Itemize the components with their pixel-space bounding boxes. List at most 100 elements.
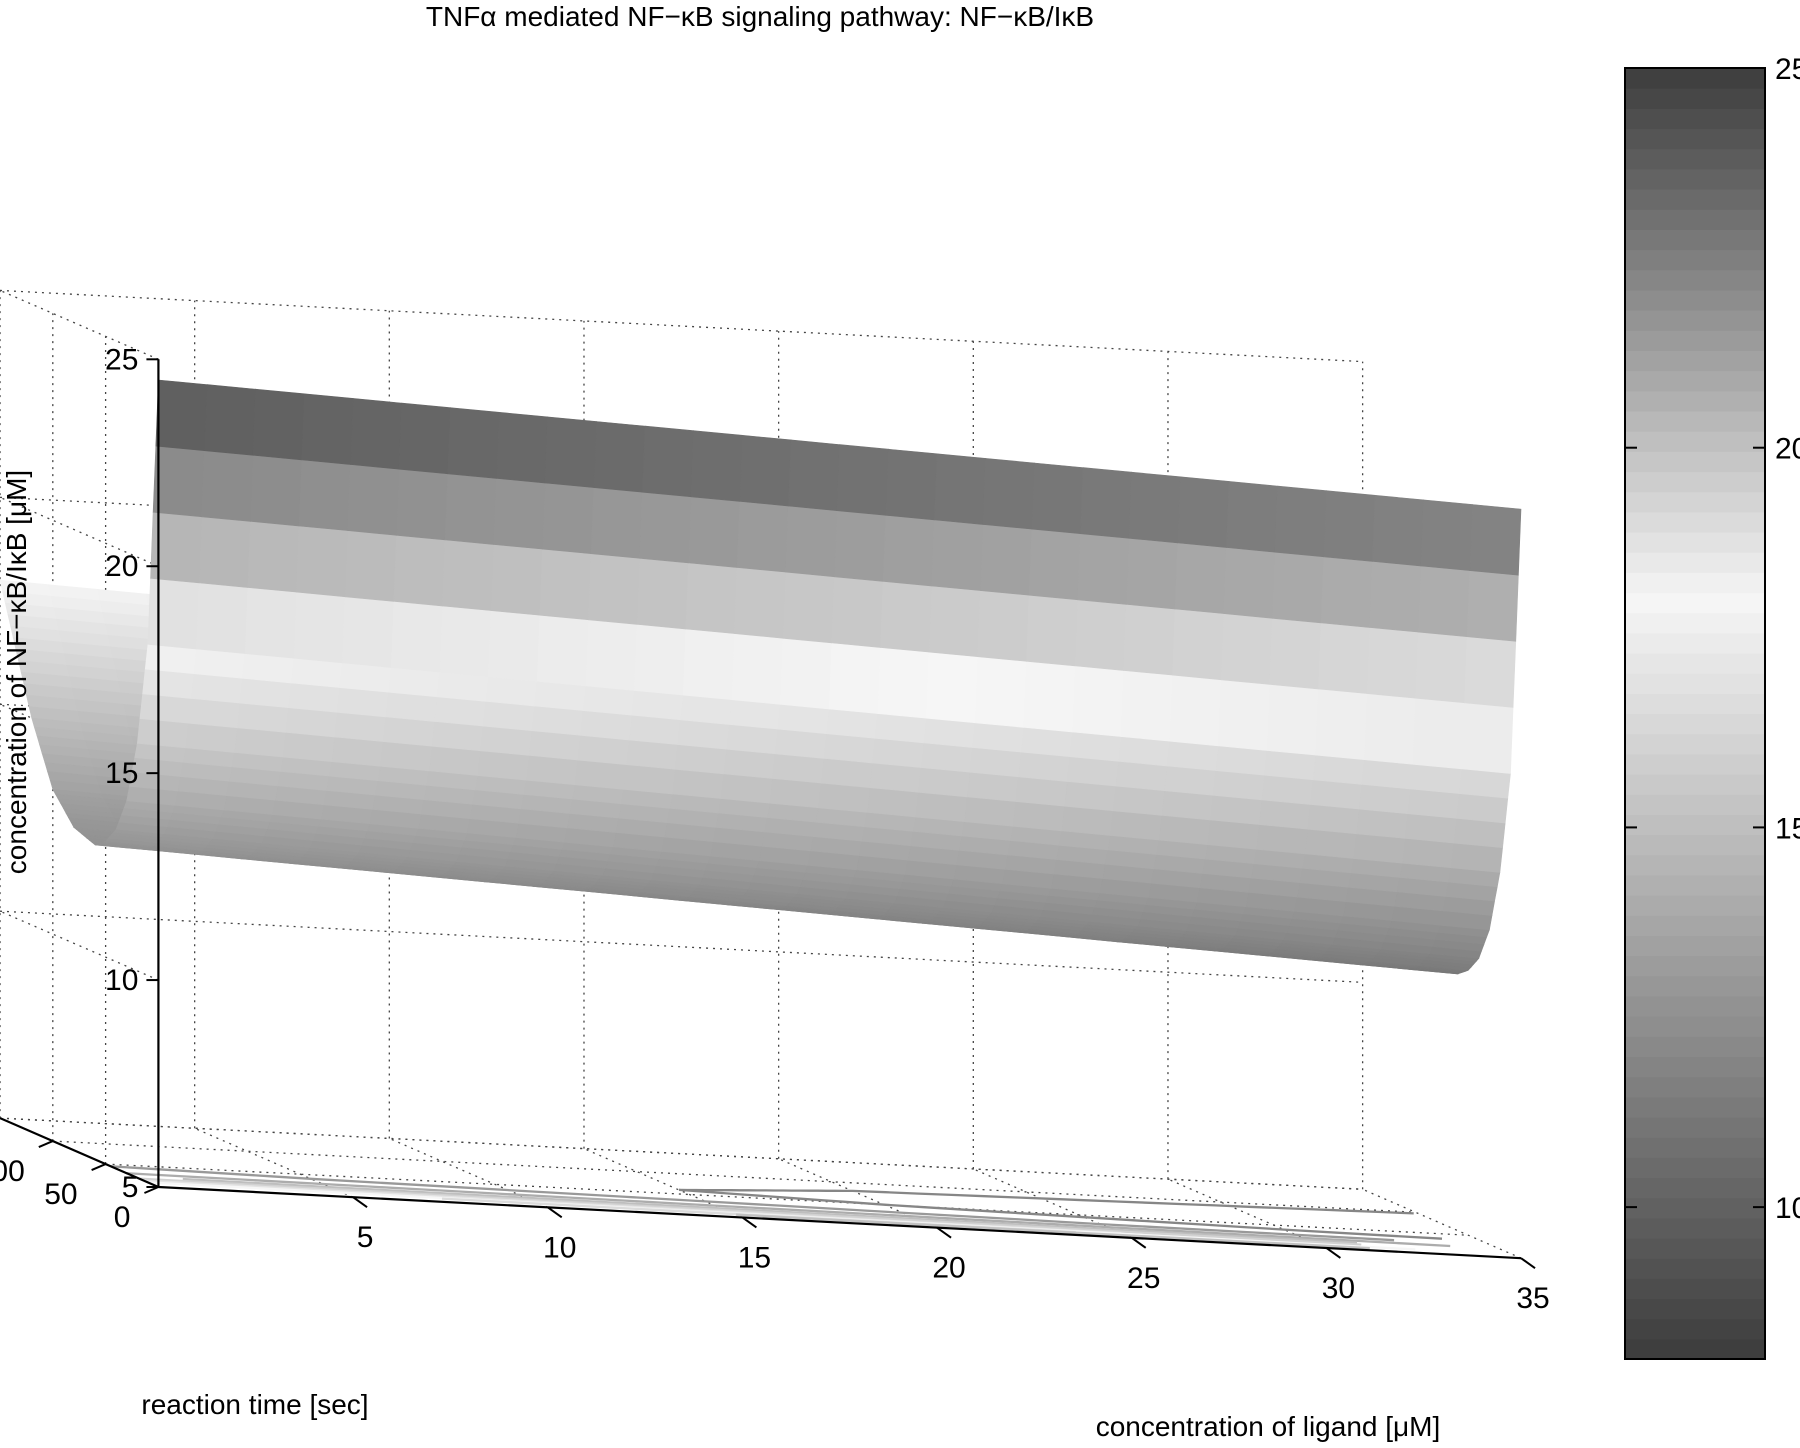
surface-patch: [1310, 779, 1363, 810]
surface-patch: [831, 576, 884, 648]
surface-patch: [1220, 613, 1273, 685]
surface-patch: [1415, 631, 1468, 704]
surface-patch: [1118, 736, 1171, 767]
surface-patch: [685, 562, 738, 634]
surface-patch: [1207, 819, 1260, 850]
surface-patch: [977, 590, 1030, 662]
surface-patch: [1080, 467, 1133, 539]
colorbar-band: [1625, 895, 1765, 916]
surface-patch: [1026, 594, 1079, 667]
surface-patch: [1315, 688, 1368, 761]
colorbar-band: [1625, 1237, 1765, 1259]
surface-patch: [631, 690, 684, 721]
surface-plot: [0, 379, 1522, 975]
colorbar-band: [1625, 1096, 1765, 1118]
surface-patch: [874, 713, 927, 744]
surface-patch: [1069, 731, 1122, 762]
surface-patch: [974, 656, 1027, 728]
surface-patch: [188, 698, 241, 729]
x-tick: [936, 1226, 952, 1239]
y-tick-label: 0: [114, 1201, 131, 1234]
surface-patch: [969, 747, 1022, 778]
z-tick-label: 5: [122, 1171, 139, 1204]
surface-patch: [1269, 617, 1322, 690]
x-tick: [1325, 1247, 1341, 1259]
surface-patch: [380, 741, 433, 772]
colorbar-band: [1625, 1157, 1765, 1179]
surface-patch: [282, 732, 335, 763]
surface-patch: [1112, 785, 1165, 816]
surface-patch: [1172, 608, 1225, 681]
surface-patch: [528, 730, 581, 761]
colorbar-band: [1625, 1258, 1765, 1279]
colorbar-band: [1625, 330, 1765, 352]
surface-patch: [682, 628, 735, 701]
chart-title: TNFα mediated NF−κB signaling pathway: N…: [426, 1, 1094, 32]
surface-patch: [882, 514, 935, 587]
surface-patch: [493, 478, 546, 550]
surface-patch: [531, 705, 584, 736]
surface-patch: [485, 676, 538, 707]
surface-patch: [823, 733, 876, 764]
colorbar-band: [1625, 1298, 1765, 1320]
colorbar-band: [1625, 431, 1765, 452]
surface-patch: [623, 764, 676, 795]
surface-patch: [834, 510, 887, 582]
colorbar-band: [1625, 451, 1765, 473]
y-axis-line: [0, 1117, 159, 1188]
surface-patch: [536, 614, 589, 687]
surface-patch: [836, 444, 889, 516]
surface-patch: [234, 727, 287, 758]
tick-labels: 5101520255101520253035050100150: [0, 343, 1550, 1315]
x-axis-line: [158, 1185, 1522, 1260]
colorbar-band: [1625, 632, 1765, 654]
colorbar-band: [1625, 310, 1765, 331]
surface-patch: [204, 384, 257, 456]
grid-line: [0, 289, 159, 360]
surface-patch: [155, 379, 208, 452]
x-tick-label: 30: [1322, 1272, 1355, 1305]
x-tick: [1131, 1237, 1147, 1249]
surface-patch: [1469, 504, 1522, 576]
surface-patch: [1164, 765, 1217, 796]
surface-patch: [639, 491, 692, 564]
colorbar-band: [1625, 733, 1765, 755]
surface-patch: [288, 682, 341, 713]
contour-line: [139, 1177, 1362, 1246]
surface-patch: [382, 716, 435, 747]
surface-patch: [334, 711, 387, 742]
surface-patch: [931, 519, 984, 591]
surface-patch: [301, 393, 354, 465]
surface-patch: [1161, 790, 1214, 821]
colorbar-band: [1625, 390, 1765, 412]
grid-line: [194, 1127, 354, 1198]
surface-patch: [185, 722, 238, 753]
surface-patch: [342, 596, 395, 668]
surface-patch: [1466, 570, 1519, 642]
surface-patch: [1318, 622, 1371, 694]
colorbar-band: [1625, 148, 1765, 170]
x-tick: [1520, 1257, 1536, 1269]
surface-patch: [880, 581, 933, 653]
surface-patch: [777, 704, 830, 735]
surface-patch: [1456, 793, 1509, 824]
surface-patch: [626, 739, 679, 770]
surface-patch: [236, 702, 289, 733]
surface-patch: [339, 662, 392, 693]
colorbar: 10 15 20 25: [1624, 53, 1800, 1360]
colorbar-band: [1625, 975, 1765, 997]
surface-patch: [1264, 750, 1317, 781]
colorbar-band: [1625, 572, 1765, 594]
colorbar-band: [1625, 1278, 1765, 1300]
surface-patch: [920, 742, 973, 773]
z-tick-label: 25: [105, 343, 138, 376]
colorbar-band: [1625, 1197, 1765, 1219]
surface-patch: [1353, 833, 1406, 864]
surface-patch: [442, 539, 495, 611]
surface-patch: [934, 453, 987, 525]
surface-patch: [966, 771, 1019, 802]
colorbar-band: [1625, 1056, 1765, 1078]
surface-patch: [680, 694, 733, 725]
colorbar-band: [1625, 794, 1765, 815]
